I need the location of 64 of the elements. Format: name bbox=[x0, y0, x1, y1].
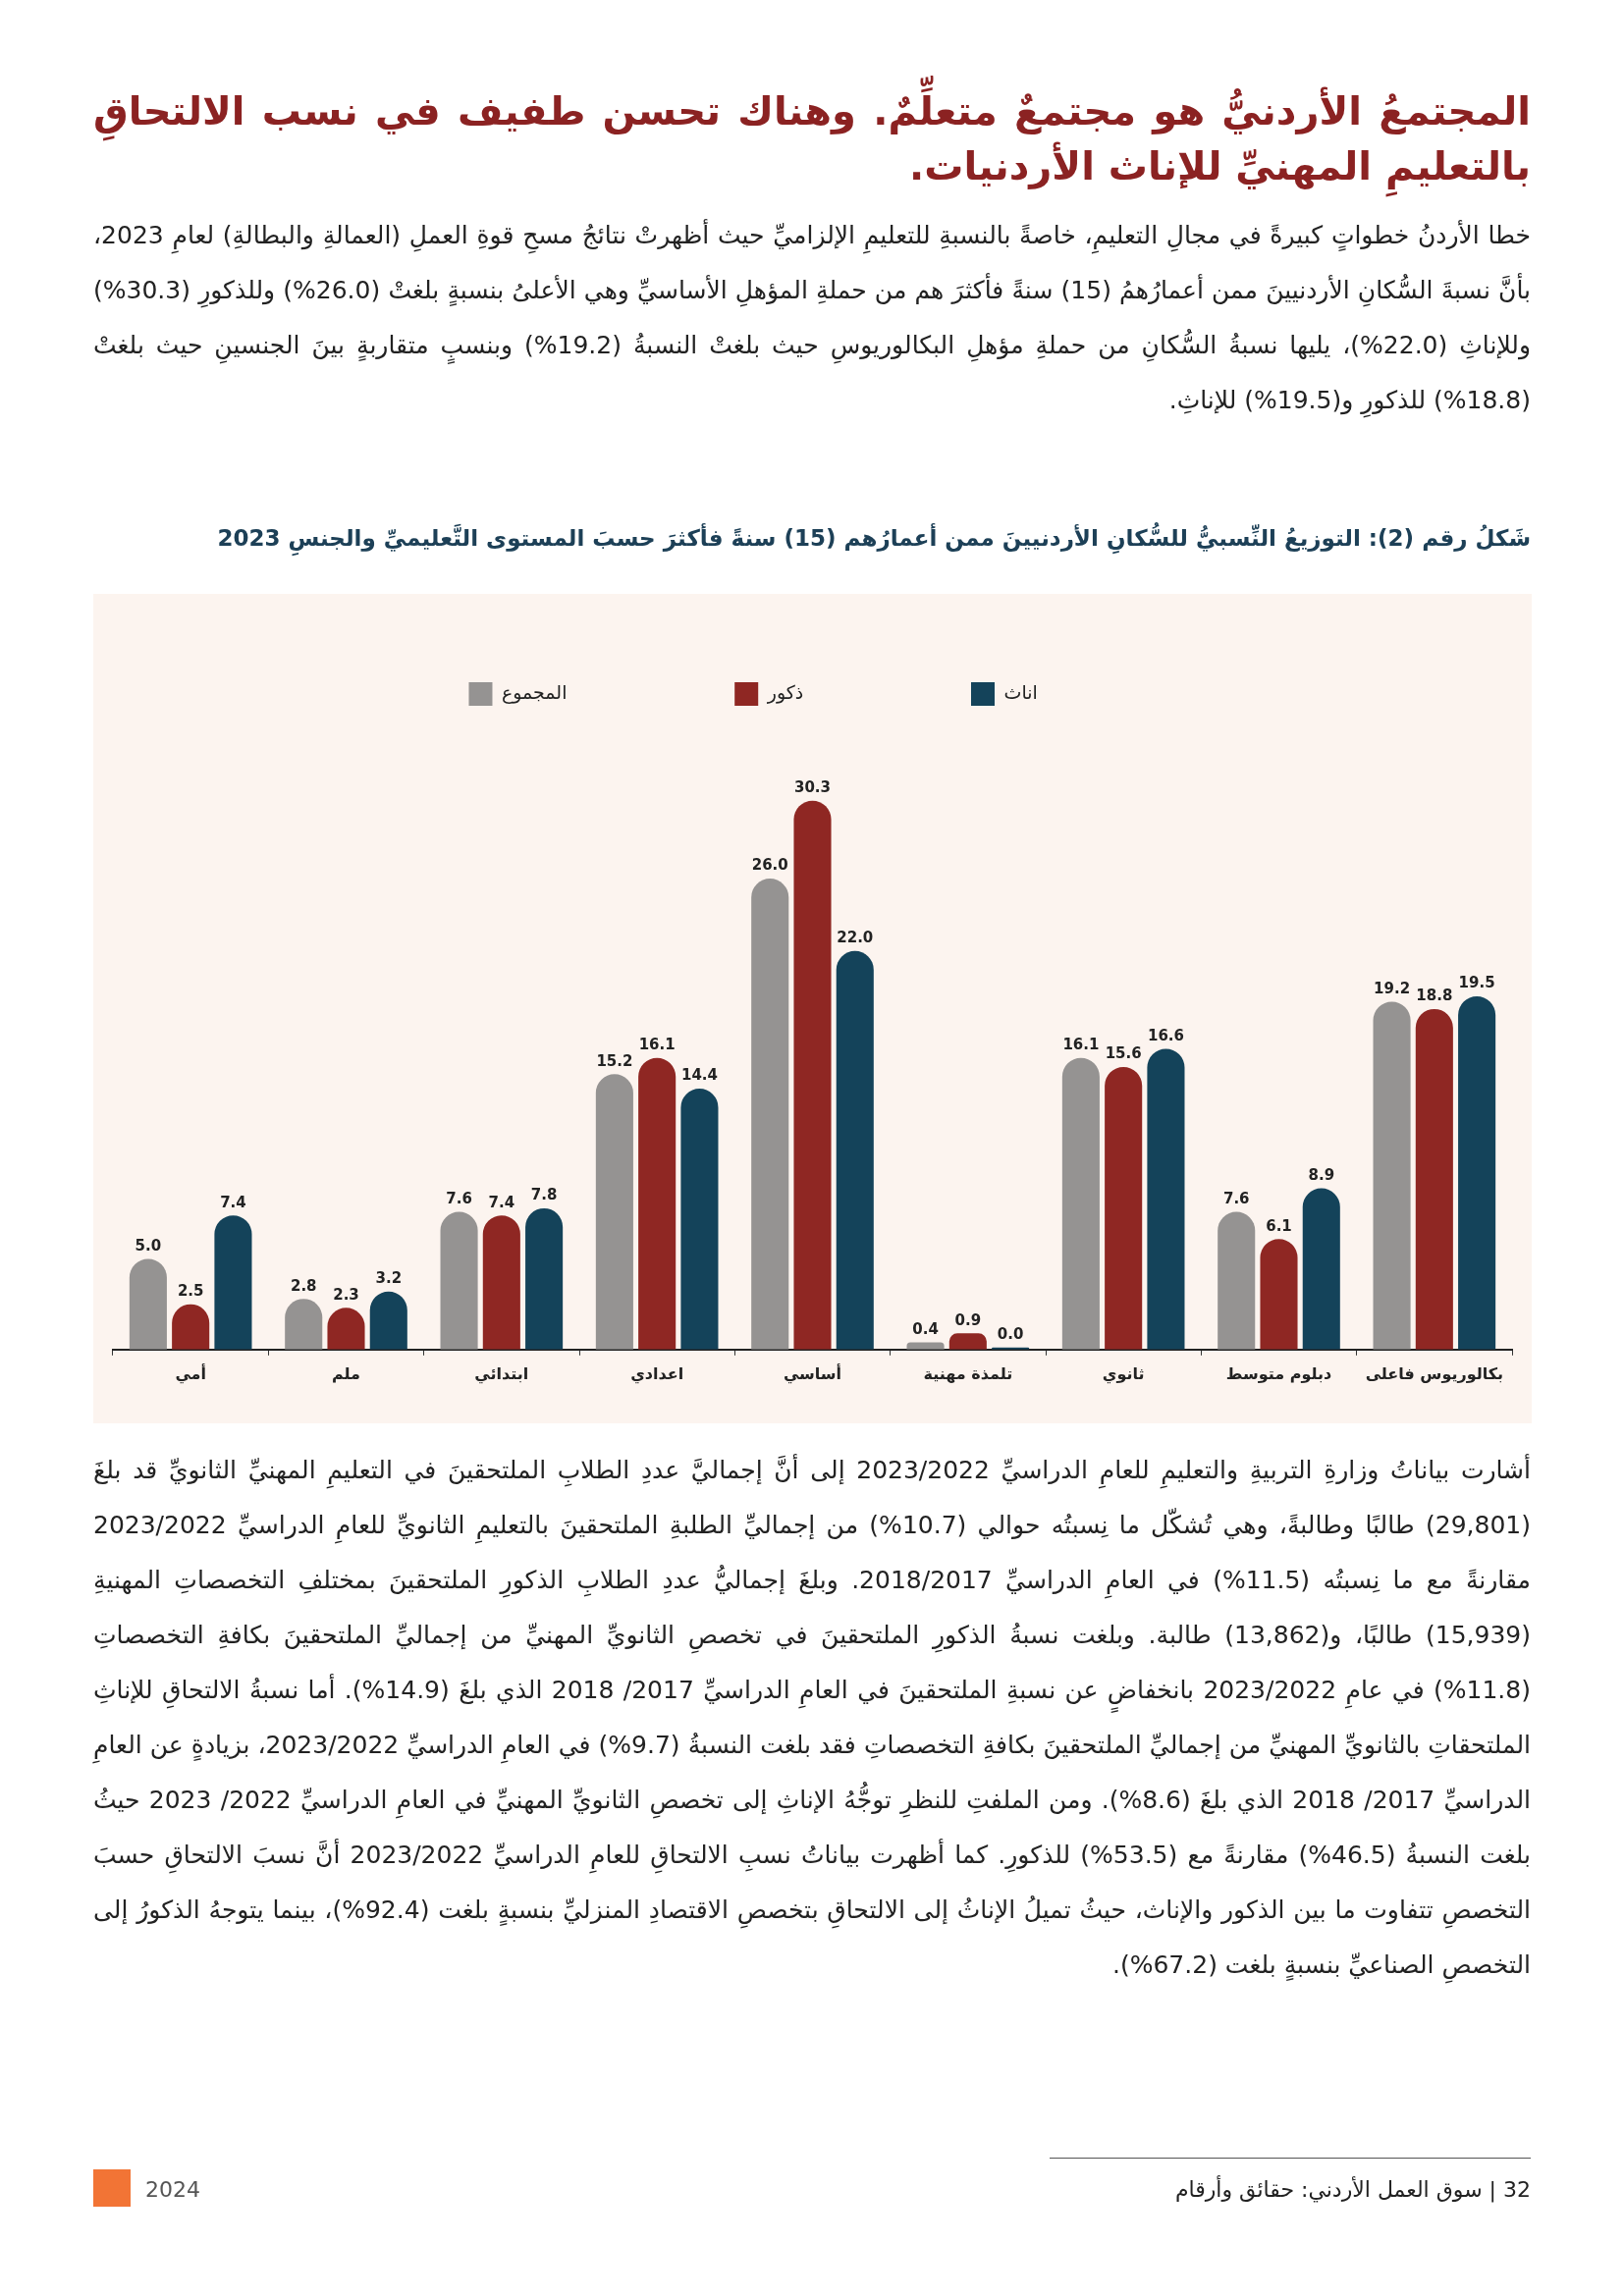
data-label: 0.0 bbox=[997, 1325, 1024, 1344]
data-label: 7.4 bbox=[220, 1193, 246, 1211]
data-label: 15.2 bbox=[596, 1051, 633, 1070]
x-tick-label: أساسي bbox=[783, 1362, 842, 1384]
x-tick-label: تلمذة مهنية bbox=[923, 1363, 1013, 1383]
bar bbox=[906, 1342, 945, 1350]
bar bbox=[525, 1207, 564, 1350]
x-tick-label: ثانوي bbox=[1102, 1363, 1145, 1384]
data-label: 19.5 bbox=[1458, 974, 1495, 992]
data-label: 0.9 bbox=[954, 1310, 982, 1329]
data-label: 8.9 bbox=[1308, 1165, 1335, 1184]
legend-label: اناث bbox=[1003, 680, 1157, 703]
data-label: 6.1 bbox=[1266, 1216, 1292, 1235]
bar bbox=[1458, 996, 1496, 1350]
data-label: 3.2 bbox=[375, 1269, 403, 1288]
text: 32 | سوق العمل الأردني: حقائق وأرقام bbox=[1174, 2177, 1531, 2202]
bar bbox=[638, 1057, 677, 1350]
data-label: 16.1 bbox=[1062, 1036, 1100, 1054]
bar bbox=[1147, 1048, 1185, 1350]
data-label: 2.5 bbox=[177, 1282, 204, 1301]
data-label: 2.8 bbox=[290, 1276, 317, 1295]
bar bbox=[836, 950, 874, 1350]
data-label: 7.6 bbox=[446, 1189, 472, 1207]
data-label: 7.8 bbox=[530, 1186, 558, 1204]
bar bbox=[214, 1215, 252, 1350]
data-label: 7.4 bbox=[488, 1193, 515, 1211]
bar bbox=[482, 1215, 520, 1350]
bar bbox=[1061, 1057, 1100, 1350]
x-tick-label: ملم bbox=[332, 1363, 360, 1383]
data-label: 30.3 bbox=[793, 778, 832, 797]
data-label: 0.4 bbox=[912, 1319, 939, 1338]
bar bbox=[440, 1211, 478, 1350]
x-tick-label: أمي bbox=[175, 1362, 206, 1384]
data-label: 2.3 bbox=[333, 1285, 359, 1304]
bar bbox=[680, 1089, 719, 1350]
data-label: 22.0 bbox=[837, 929, 874, 947]
bar bbox=[793, 800, 832, 1350]
bar bbox=[948, 1333, 987, 1350]
data-label: 16.1 bbox=[638, 1036, 676, 1054]
legend-label: المجموع bbox=[501, 680, 686, 704]
text: خطا الأردنُ خطواتٍ كبيرةً في مجالِ التعليمِ، خاصةً بالنسبةِ للتعليمِ الإلزاميِّ حيث أظهرتْ نتائجُ مسحِ قوةِ العملِ (العمالةِ والبطالةِ) لعامِ 2023، بأنَّ نسبةَ السُّكانِ الأردنيينَ ممن أعمارُهمُ (15) سنةً فأكثرَ هم من حملةِ المؤهلِ الأساسيِّ وهي الأعلىُ بنسبةٍ بلغتْ (26.0%) وللذكورِ (30.3%) وللإناثِ (22.0%)، يليها نسبةُ السُّكانِ من حملةِ مؤهلِ البكالوريوسِ حيث بلغتْ النسبةُ (19.2%) وبنسبٍ متقاربةٍ بينَ الجنسينِ حيث بلغتْ (18.8%) للذكورِ و(19.5%) للإناثِ. bbox=[93, 218, 1531, 420]
bar bbox=[751, 879, 789, 1350]
bar bbox=[129, 1258, 167, 1350]
bar bbox=[595, 1074, 633, 1350]
x-tick-label: ابتدائي bbox=[474, 1363, 529, 1384]
data-label: 14.4 bbox=[680, 1066, 718, 1085]
x-tick-label: اعدادي bbox=[630, 1363, 684, 1384]
data-label: 26.0 bbox=[751, 856, 788, 875]
bar bbox=[1218, 1211, 1256, 1350]
bar bbox=[1302, 1188, 1340, 1350]
bar bbox=[1373, 1001, 1411, 1350]
data-label: 7.6 bbox=[1222, 1189, 1250, 1207]
bar bbox=[1260, 1239, 1298, 1350]
legend-label: ذكور bbox=[766, 680, 923, 704]
data-label: 16.6 bbox=[1147, 1026, 1184, 1044]
text: 2024 bbox=[145, 2177, 200, 2202]
data-label: 18.8 bbox=[1416, 987, 1453, 1005]
bar bbox=[1415, 1008, 1453, 1350]
bar bbox=[1105, 1066, 1143, 1350]
data-label: 15.6 bbox=[1105, 1044, 1142, 1063]
data-label: 5.0 bbox=[135, 1236, 162, 1255]
x-tick-label: دبلوم متوسط bbox=[1225, 1363, 1332, 1383]
x-tick-label: بكالوريوس فاعلى bbox=[1365, 1363, 1504, 1383]
data-label: 19.2 bbox=[1374, 979, 1411, 997]
